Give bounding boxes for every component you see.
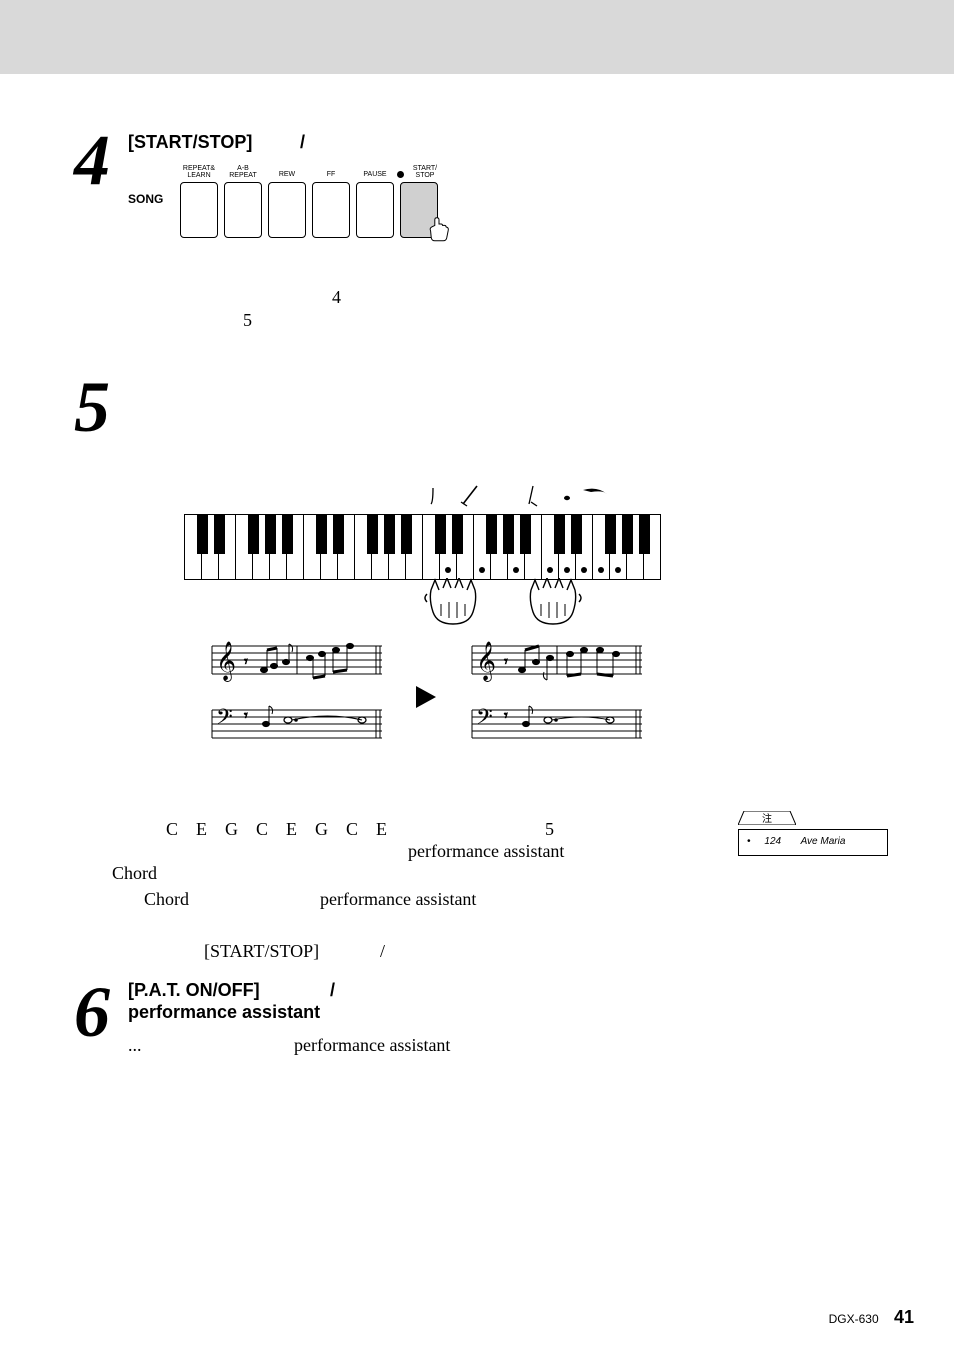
song-label: SONG	[128, 192, 163, 206]
step-4-heading-left: [START/STOP]	[128, 132, 252, 153]
song-control-panel: SONG REPEAT&LEARN A-BREPEAT REW FF PAUSE…	[128, 166, 558, 256]
black-key	[554, 514, 565, 554]
ab-repeat-button: A-BREPEAT	[224, 182, 262, 238]
key-dot	[581, 567, 587, 573]
right-hand-icon	[521, 578, 585, 632]
svg-text:𝄢: 𝄢	[216, 705, 233, 734]
footer-page-number: 41	[894, 1307, 914, 1327]
note-bullet: •	[747, 836, 751, 847]
music-notation: 𝄞 𝄾	[202, 636, 702, 756]
key-dot	[547, 567, 553, 573]
svg-text:𝄢: 𝄢	[476, 705, 493, 734]
svg-text:𝄾: 𝄾	[504, 655, 508, 670]
svg-text:𝄾: 𝄾	[504, 709, 508, 724]
midline-4: 4	[332, 287, 341, 308]
page: 4 [START/STOP] / SONG REPEAT&LEARN A-BRE…	[0, 74, 954, 1348]
black-key	[265, 514, 276, 554]
pause-button: PAUSE	[356, 182, 394, 238]
rew-button: REW	[268, 182, 306, 238]
step-5-number: 5	[74, 371, 110, 443]
repeat-learn-label: REPEAT&LEARN	[181, 165, 217, 179]
step-6-heading-slash: /	[330, 980, 335, 1001]
black-key	[367, 514, 378, 554]
black-key	[503, 514, 514, 554]
gesture-mark-1	[425, 484, 495, 510]
key-dot	[513, 567, 519, 573]
led-dot-icon	[397, 171, 404, 178]
pause-label: PAUSE	[357, 171, 393, 178]
note-box: 注 • 124 Ave Maria	[738, 811, 888, 856]
left-hand-icon	[421, 578, 485, 632]
black-key	[486, 514, 497, 554]
black-key	[214, 514, 225, 554]
line5-startstop: [START/STOP]	[204, 938, 319, 965]
black-key	[282, 514, 293, 554]
midline-5: 5	[243, 310, 252, 331]
black-key	[197, 514, 208, 554]
gesture-mark-2	[525, 484, 615, 510]
step-6-heading-b: performance assistant	[128, 1002, 320, 1023]
black-key	[452, 514, 463, 554]
black-key	[333, 514, 344, 554]
notation-right: 𝄞 𝄾	[462, 636, 652, 756]
svg-text:𝄞: 𝄞	[216, 642, 236, 682]
key-dot	[598, 567, 604, 573]
footer-model: DGX-630	[829, 1312, 879, 1326]
arrow-right-icon	[412, 682, 442, 712]
svg-text:𝄾: 𝄾	[244, 709, 248, 724]
note-page-ref: 124	[764, 836, 781, 847]
key-dot	[479, 567, 485, 573]
black-key	[384, 514, 395, 554]
black-key	[401, 514, 412, 554]
line3-chord: Chord	[112, 860, 157, 887]
key-dot	[445, 567, 451, 573]
start-stop-label: START/STOP	[405, 165, 445, 179]
black-key	[316, 514, 327, 554]
black-key	[248, 514, 259, 554]
black-key	[571, 514, 582, 554]
rew-label: REW	[269, 171, 305, 178]
chord-letters: C E G C E G C E	[166, 816, 387, 843]
pointer-hand-icon	[425, 217, 453, 245]
svg-text:𝄾: 𝄾	[244, 655, 248, 670]
piano-keyboard	[185, 514, 661, 580]
key-dot	[615, 567, 621, 573]
black-key	[435, 514, 446, 554]
black-key	[605, 514, 616, 554]
svg-text:𝄞: 𝄞	[476, 642, 496, 682]
black-key	[520, 514, 531, 554]
footer: DGX-630 41	[829, 1307, 914, 1328]
line4-chord: Chord	[144, 886, 189, 913]
note-title: Ave Maria	[801, 836, 846, 847]
line4-pa: performance assistant	[320, 886, 476, 913]
step-4-heading-slash: /	[300, 132, 305, 153]
ff-label: FF	[313, 171, 349, 178]
line5-slash: /	[380, 938, 385, 965]
step-6-heading-a: [P.A.T. ON/OFF]	[128, 980, 260, 1001]
line2-pa: performance assistant	[408, 838, 564, 865]
repeat-learn-button: REPEAT&LEARN	[180, 182, 218, 238]
ab-repeat-label: A-BREPEAT	[225, 165, 261, 179]
note-tab-label: 注	[762, 812, 772, 825]
step-6-body-ellipsis: ...	[128, 1032, 142, 1059]
step-4-number: 4	[74, 124, 110, 196]
ff-button: FF	[312, 182, 350, 238]
song-button-group: REPEAT&LEARN A-BREPEAT REW FF PAUSE STAR…	[180, 182, 444, 238]
note-body: • 124 Ave Maria	[738, 829, 888, 856]
key-dot	[564, 567, 570, 573]
start-stop-button: START/STOP	[400, 182, 438, 238]
notation-left: 𝄞 𝄾	[202, 636, 392, 756]
black-key	[639, 514, 650, 554]
step-6-body-b: performance assistant	[294, 1032, 450, 1059]
keyboard-diagram	[185, 474, 705, 644]
step-6-number: 6	[74, 976, 110, 1048]
note-tab: 注	[738, 811, 796, 825]
black-key	[622, 514, 633, 554]
